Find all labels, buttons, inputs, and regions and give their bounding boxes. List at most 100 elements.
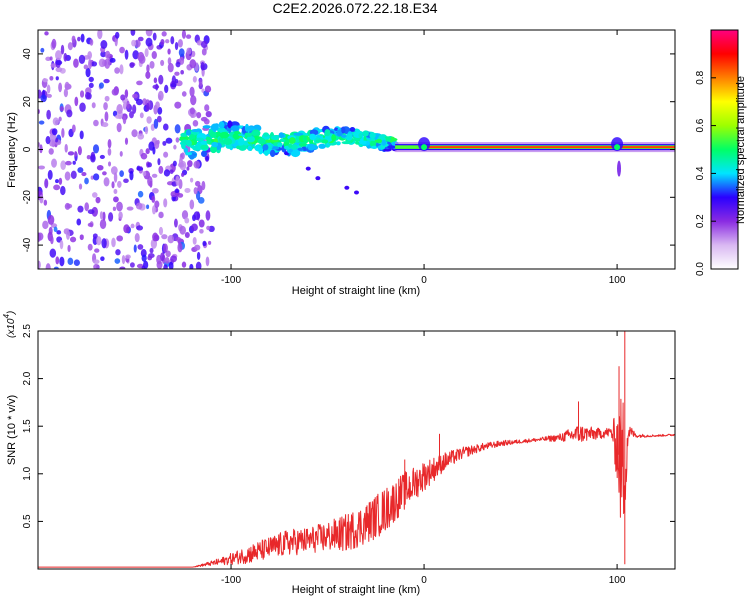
spectrogram-speckle — [189, 177, 194, 183]
spectrogram-band-blob — [335, 141, 341, 146]
spectrogram-speckle — [205, 210, 211, 221]
spectrogram-speckle — [48, 226, 53, 235]
spectrogram-speckle — [152, 232, 159, 242]
spectrogram-speckle — [124, 137, 129, 145]
spectrogram-band-blob — [302, 135, 308, 143]
spectrogram-speckle — [55, 60, 63, 66]
spectrogram-speckle — [63, 88, 69, 98]
spectrogram-speckle — [93, 263, 100, 269]
spectrogram-speckle — [99, 82, 104, 89]
spectrogram-speckle — [90, 154, 96, 163]
spectrogram-speckle — [104, 58, 111, 69]
snr-series-line — [38, 398, 675, 568]
spectrogram-band-blob — [288, 137, 296, 145]
spectrogram-speckle — [137, 244, 144, 250]
spectrogram-speckle — [39, 144, 43, 154]
spectrogram-speckle — [200, 61, 205, 71]
spectrogram-speckle — [201, 180, 206, 191]
spectrogram-band-blob — [341, 126, 346, 134]
spectrogram-speckle — [158, 74, 164, 85]
spectrogram-speckle — [145, 30, 153, 37]
spectrogram-speckle — [171, 75, 176, 86]
spectrogram-speckle — [114, 258, 121, 264]
spectrogram-speckle — [163, 243, 168, 253]
spectrogram-speckle — [51, 128, 58, 136]
spectrogram-band-blob — [200, 140, 208, 145]
spectrogram-speckle — [116, 235, 124, 242]
spectrogram-band-blob — [277, 142, 283, 148]
spectrogram-speckle — [169, 169, 174, 174]
spectrogram-speckle — [163, 198, 168, 208]
spectrogram-speckle — [165, 39, 170, 44]
spectrogram-speckle — [131, 129, 138, 138]
spectrogram-speckle — [85, 67, 91, 78]
spectrogram-speckle — [109, 57, 116, 63]
spectrogram-speckle — [71, 124, 76, 133]
spectrogram-speckle — [198, 78, 203, 87]
spectrogram-speckle — [74, 96, 79, 107]
spectrogram-speckle — [189, 107, 196, 115]
spectrogram-speckle — [152, 84, 160, 90]
spectrogram-speckle — [178, 157, 183, 168]
snr-x-tick-label: 0 — [421, 575, 427, 586]
spectrogram-band-blob — [341, 141, 351, 145]
spectrogram-speckle — [181, 30, 187, 39]
spectrogram-speckle — [167, 62, 174, 73]
spectrogram-speckle — [119, 266, 126, 269]
spectrogram-speckle — [77, 205, 84, 213]
spectrogram-speckle — [151, 173, 158, 178]
spectrogram-speckle — [43, 199, 48, 206]
spectrogram-speckle — [111, 181, 115, 189]
spectrogram-speckle — [175, 175, 180, 186]
spectrogram-speckle — [44, 178, 49, 189]
spectrogram-speckle — [56, 230, 62, 235]
spectrogram-speckle — [160, 59, 165, 67]
spectrogram-speckle — [167, 48, 171, 55]
spectrogram-speckle — [107, 138, 112, 149]
snr-x-axis: -100 0 100 — [221, 331, 626, 586]
spectrogram-speckle — [175, 78, 179, 84]
spectrogram-band-blob — [211, 141, 219, 148]
spectrogram-band-blob — [180, 132, 188, 138]
spectrogram-band-blob — [349, 127, 356, 132]
spectrogram-speckle — [140, 152, 148, 160]
spectrogram-band-blob — [210, 123, 219, 132]
spectrogram-band-blob — [183, 147, 188, 153]
spectrogram-speckle — [147, 176, 153, 187]
spectrogram-speckle — [86, 154, 91, 160]
snr-panel: -100 0 100 0.5 1.0 1.5 2.0 2.5 Height of strai… — [2, 311, 676, 596]
spectrogram-speckle — [116, 104, 123, 115]
spectrogram-band-blob — [245, 132, 253, 137]
spectrogram-speckle — [129, 262, 135, 268]
spectrogram-speckle — [146, 64, 150, 73]
spectrogram-speckle — [87, 222, 94, 227]
spectrogram-speckle — [204, 85, 212, 93]
spectrogram-speckle — [114, 36, 118, 47]
snr-plot-area — [38, 331, 675, 568]
spectrogram-speckle — [153, 77, 158, 84]
spectrogram-speckle — [102, 211, 106, 222]
spectrogram-speckle — [51, 38, 57, 49]
spectrogram-band-blob — [218, 121, 225, 129]
spectrogram-speckle — [44, 31, 49, 36]
spectrogram-speckle — [178, 56, 185, 65]
spectrogram-speckle — [192, 120, 199, 127]
spectrogram-speckle — [161, 31, 167, 37]
spectrogram-band-blob — [179, 135, 190, 142]
snr-x-label: Height of straight line (km) — [292, 584, 420, 596]
colorbar-label: Normalized spectral amplitude — [735, 76, 747, 224]
spectrogram-band-blob — [185, 129, 191, 136]
spectrogram-speckle — [84, 177, 89, 185]
carrier-core — [425, 146, 675, 149]
spectrogram-speckle — [174, 218, 178, 228]
spectrogram-speckle — [147, 162, 152, 168]
spectrogram-speckle — [113, 188, 118, 195]
spectrogram-band-blob — [358, 133, 363, 138]
spectrogram-speckle — [192, 236, 197, 245]
spectrogram-speckle — [129, 111, 134, 119]
spectrogram-band-blob — [209, 145, 218, 154]
spectrogram-band-blob — [201, 150, 208, 157]
spectrogram-speckle — [193, 160, 201, 169]
figure-title: C2E2.2026.072.22.18.E34 — [272, 0, 438, 16]
spectrogram-speckle — [39, 194, 44, 204]
